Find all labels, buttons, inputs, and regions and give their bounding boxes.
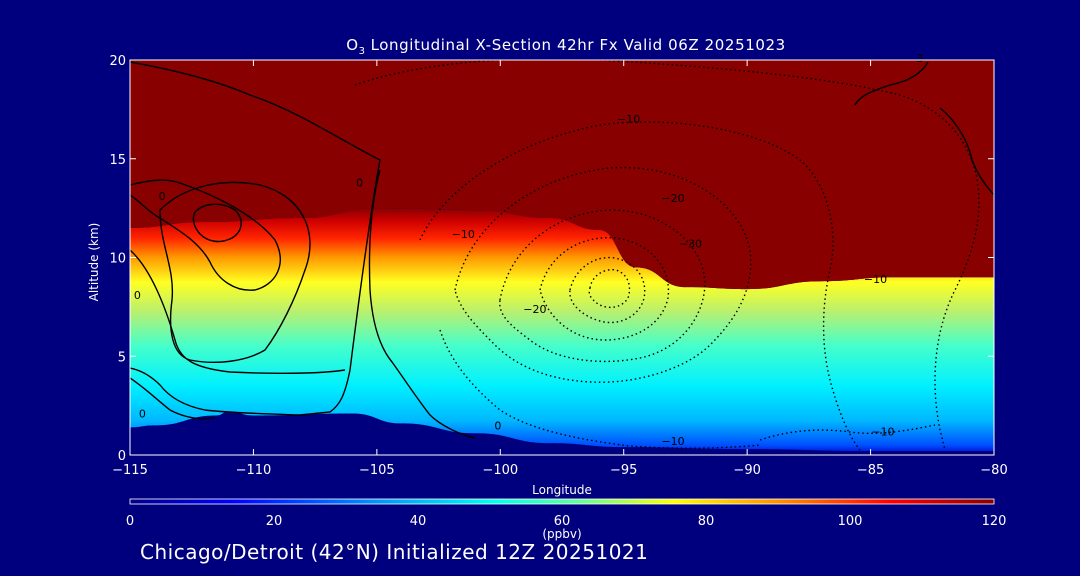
contour-label: −10: [452, 228, 475, 241]
x-tick-label: −90: [733, 463, 760, 478]
y-tick-label: 0: [118, 449, 126, 464]
contour-label: 0: [139, 407, 146, 420]
y-axis: 0 5 10 15 20: [109, 54, 994, 464]
colorbar-tick-label: 0: [126, 514, 134, 529]
y-axis-label: Altitude (km): [87, 223, 101, 302]
x-tick-label: −100: [482, 463, 518, 478]
colorbar: 0 20 40 60 80 100 120 (ppbv): [126, 498, 1007, 541]
contour-solid-ring-2: [159, 181, 311, 363]
contour-label: −30: [679, 238, 702, 251]
contour-dashed-low-left: [439, 329, 761, 449]
y-tick-label: 20: [109, 54, 126, 69]
contour-solid-left-low: [130, 249, 346, 374]
colorbar-unit: (ppbv): [542, 527, 581, 541]
x-axis: −115 −110 −105 −100 −95 −90 −85 −80: [112, 60, 1008, 478]
contour-labels: 0 0 0 0 0 −10 −10 −20 −30 −20 −10 −10 −10 3: [134, 52, 924, 448]
contour-label: −10: [871, 425, 894, 438]
contour-label: −10: [617, 113, 640, 126]
contour-label: 0: [159, 190, 166, 203]
y-tick-label: 5: [118, 350, 126, 365]
title-species-subscript: 3: [359, 46, 366, 57]
colorbar-tick-label: 100: [838, 514, 863, 529]
contour-dashed-ring-7: [588, 268, 631, 309]
contour-label: −10: [864, 273, 887, 286]
contour-label: 3: [916, 52, 923, 65]
contour-solid-ring-4: [192, 203, 242, 243]
contour-dashed-low-right: [759, 424, 936, 441]
colorbar-ticks: 0 20 40 60 80 100 120: [126, 514, 1007, 529]
x-tick-label: −80: [980, 463, 1007, 478]
contour-dashed-ring-5: [539, 237, 670, 341]
contour-label: 0: [494, 419, 501, 432]
contour-label: −10: [661, 435, 684, 448]
contour-lines-dashed: [354, 60, 980, 451]
plot-area: [130, 60, 994, 455]
contour-dashed-ring-4: [499, 209, 706, 363]
contour-solid-mid-line: [368, 169, 476, 439]
contour-solid-right-top: [854, 61, 929, 106]
colorbar-tick-label: 60: [554, 514, 571, 529]
x-tick-label: −85: [857, 463, 884, 478]
contour-label: −20: [661, 192, 684, 205]
y-tick-label: 10: [109, 252, 126, 267]
colorbar-tick-label: 80: [698, 514, 715, 529]
x-axis-label: Longitude: [532, 483, 592, 497]
stratospheric-ozone-fill: [130, 60, 994, 290]
contour-label: 0: [356, 176, 363, 189]
y-tick-label: 15: [109, 153, 126, 168]
contour-solid-right-edge: [939, 107, 994, 196]
x-tick-label: −115: [112, 463, 148, 478]
colorbar-tick-label: 20: [266, 514, 283, 529]
terrain-surface: [130, 411, 994, 455]
x-tick-label: −95: [610, 463, 637, 478]
chart-title: O3 Longitudinal X-Section 42hr Fx Valid 0…: [346, 36, 786, 57]
colorbar-tick-label: 40: [410, 514, 427, 529]
tropospheric-ozone-fill: [130, 208, 994, 455]
colorbar-ramp: [129, 498, 995, 505]
title-species: O: [346, 36, 358, 54]
title-text: Longitudinal X-Section 42hr Fx Valid 06Z…: [371, 36, 786, 54]
x-tick-label: −110: [236, 463, 272, 478]
contour-solid-ring-3: [130, 179, 281, 291]
contour-solid-ring-outer: [130, 61, 381, 416]
contour-lines: [130, 61, 994, 439]
initialization-caption: Chicago/Detroit (42°N) Initialized 12Z 2…: [140, 540, 649, 564]
contour-dashed-ring-2: [419, 121, 861, 451]
contour-label: 0: [134, 289, 141, 302]
contour-solid-left-surface: [130, 377, 216, 420]
contour-dashed-ring-3: [454, 166, 752, 383]
contour-label: −20: [523, 303, 546, 316]
colorbar-tick-label: 120: [982, 514, 1007, 529]
x-tick-label: −105: [359, 463, 395, 478]
